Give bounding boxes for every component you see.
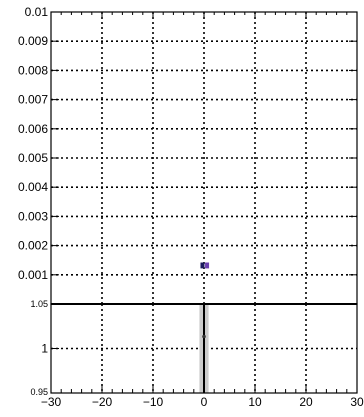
x-tick-label: 30 <box>350 395 364 409</box>
top-panel-grid <box>51 12 357 304</box>
top-panel-ticks <box>50 11 358 276</box>
x-tick-label: 20 <box>299 395 313 409</box>
x-tick-label: 0 <box>201 395 208 409</box>
x-tick-label: 10 <box>248 395 262 409</box>
top-y-tick-label: 0.001 <box>18 268 48 282</box>
top-y-tick-label: 0.008 <box>18 63 48 77</box>
top-y-tick-label: 0.007 <box>18 93 48 107</box>
x-tick-label: −20 <box>92 395 113 409</box>
top-y-tick-label: 0.003 <box>18 209 48 223</box>
top-y-tick-label: 0.004 <box>18 180 48 194</box>
ratio-y-min-label: 0.95 <box>30 387 48 397</box>
data-point-marker <box>205 263 210 268</box>
ratio-y-max-label: 1.05 <box>30 299 48 309</box>
x-tick-label: −10 <box>143 395 164 409</box>
ratio-panel-y-tick-labels: 1 1.05 0.95 <box>30 299 48 397</box>
x-tick-label: −30 <box>41 395 62 409</box>
top-y-tick-label: 0.009 <box>18 34 48 48</box>
top-y-tick-label: 0.01 <box>25 5 49 19</box>
ratio-panel-data-points <box>202 334 206 339</box>
data-point-marker <box>200 263 205 268</box>
top-panel-data-points <box>200 262 210 269</box>
ratio-panel-ticks <box>50 348 358 393</box>
top-y-tick-label: 0.005 <box>18 151 48 165</box>
ratio-panel-grid <box>51 304 357 393</box>
top-panel-y-tick-labels: 0.001 0.002 0.003 0.004 0.005 0.006 0.007 0.008… <box>18 5 48 282</box>
top-y-tick-label: 0.002 <box>18 239 48 253</box>
ratio-data-point-marker <box>202 334 206 339</box>
ratio-uncertainty-band <box>199 304 209 393</box>
ratio-y-tick-label: 1 <box>41 342 48 356</box>
top-y-tick-label: 0.006 <box>18 122 48 136</box>
x-axis-tick-labels: −30 −20 −10 0 10 20 30 <box>41 395 364 409</box>
